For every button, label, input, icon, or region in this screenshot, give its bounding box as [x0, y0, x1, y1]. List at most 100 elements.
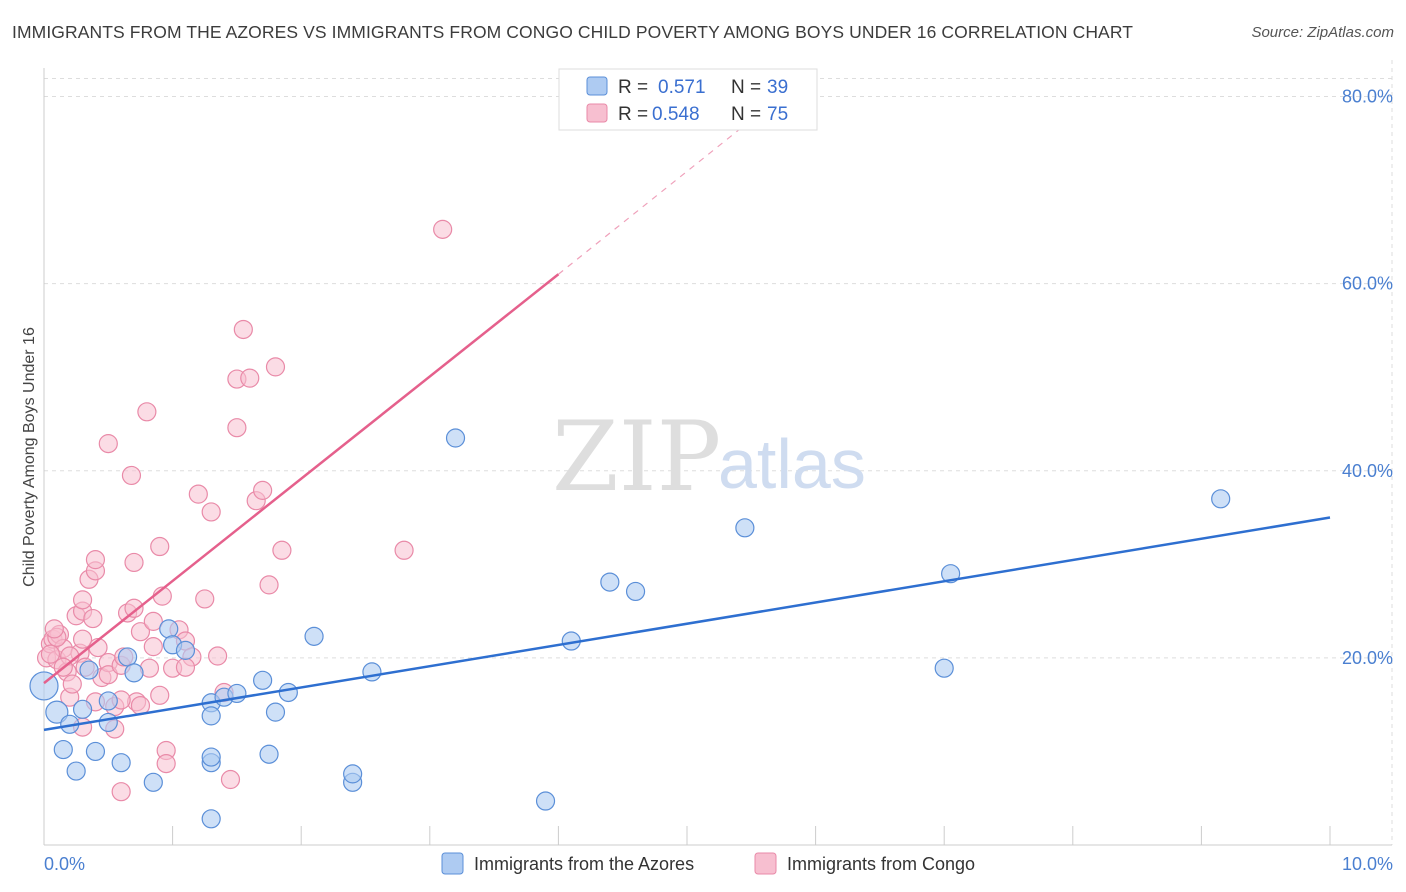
azores-point [535, 791, 556, 811]
azores-point [72, 699, 93, 719]
y-tick-label: 20.0% [1342, 648, 1393, 668]
x-tick-label: 0.0% [44, 854, 85, 874]
congo-point [72, 590, 93, 610]
azores-point [98, 712, 118, 733]
congo-point [143, 637, 163, 657]
legend-r-label: R = [618, 77, 648, 98]
legend-congo-swatch [586, 103, 608, 123]
azores-point [343, 764, 363, 784]
x-tick-labels: 0.0% 10.0% [44, 854, 1393, 874]
bottom-legend-azores-label: Immigrants from the Azores [474, 854, 694, 874]
congo-point [150, 685, 170, 705]
chart-title: IMMIGRANTS FROM THE AZORES VS IMMIGRANTS… [12, 22, 1134, 42]
congo-points [36, 219, 453, 802]
azores-point [625, 581, 646, 602]
congo-point [124, 552, 144, 573]
azores-point [111, 753, 131, 773]
azores-point [79, 660, 99, 680]
congo-point [233, 319, 253, 340]
legend-r-label: R = [618, 104, 648, 125]
azores-point [201, 747, 221, 767]
azores-point [124, 663, 144, 683]
grid-lines [44, 60, 1393, 845]
congo-point [201, 502, 221, 522]
bottom-legend: Immigrants from the Azores Immigrants fr… [441, 852, 975, 875]
azores-point [53, 739, 73, 760]
congo-point [40, 644, 61, 664]
azores-point [117, 647, 138, 667]
congo-point [111, 782, 131, 802]
congo-point [208, 646, 228, 666]
azores-point [362, 662, 382, 682]
legend-congo-n: 75 [767, 104, 788, 125]
congo-point [150, 536, 170, 557]
x-tick-label: 10.0% [1342, 854, 1393, 874]
azores-point [201, 706, 221, 726]
legend-n-label: N = [731, 77, 761, 98]
legend-azores-r: 0.571 [658, 77, 706, 98]
azores-trend-line [43, 516, 1331, 732]
congo-point [253, 480, 273, 500]
congo-point [259, 575, 279, 595]
azores-point [201, 809, 221, 829]
bottom-legend-congo-swatch [754, 852, 777, 875]
congo-trend-extension [558, 119, 752, 275]
azores-point [85, 741, 106, 762]
source-credit: Source: ZipAtlas.com [1251, 24, 1394, 41]
congo-point [98, 434, 118, 454]
congo-point [124, 598, 144, 618]
azores-point [1211, 489, 1231, 509]
congo-point [220, 769, 241, 790]
azores-point [735, 518, 755, 538]
legend-congo-r: 0.548 [652, 104, 700, 125]
bottom-legend-congo-label: Immigrants from Congo [787, 854, 975, 874]
congo-point [121, 465, 142, 486]
bottom-legend-azores-swatch [441, 852, 464, 875]
azores-point [934, 658, 954, 678]
congo-point [83, 608, 103, 629]
congo-point [44, 619, 64, 639]
congo-point [272, 540, 292, 560]
congo-point [195, 589, 215, 609]
congo-point [137, 402, 157, 422]
congo-point [85, 550, 106, 570]
congo-point [265, 357, 286, 377]
congo-trend-line [43, 273, 560, 685]
congo-point [175, 657, 196, 677]
legend-n-label: N = [731, 104, 761, 125]
congo-point [156, 754, 176, 774]
congo-point [227, 418, 247, 438]
azores-point [253, 670, 273, 690]
congo-point [98, 665, 118, 685]
azores-point [66, 761, 86, 781]
azores-point [259, 744, 279, 764]
watermark-atlas: atlas [718, 425, 866, 503]
legend-azores-swatch [586, 76, 608, 96]
azores-point [265, 702, 286, 722]
azores-point [98, 691, 118, 711]
congo-point [240, 368, 260, 388]
congo-point [188, 484, 208, 504]
azores-point [143, 772, 163, 792]
y-tick-label: 40.0% [1342, 461, 1393, 481]
azores-point [278, 682, 298, 703]
azores-point [304, 626, 324, 646]
azores-point [941, 564, 961, 584]
legend-azores-n: 39 [767, 77, 788, 98]
congo-point [143, 611, 163, 631]
y-tick-label: 80.0% [1342, 87, 1393, 107]
congo-point [72, 629, 93, 649]
azores-point [600, 572, 620, 592]
azores-point [159, 619, 179, 639]
congo-point [433, 219, 453, 239]
watermark-zip: ZIP [552, 401, 721, 513]
axes [43, 68, 1392, 846]
congo-point [130, 622, 151, 642]
trend-lines [43, 119, 1331, 732]
congo-point [394, 540, 414, 560]
azores-point [45, 700, 69, 724]
azores-point [445, 428, 466, 448]
congo-point [62, 674, 82, 694]
y-tick-label: 60.0% [1342, 274, 1393, 294]
